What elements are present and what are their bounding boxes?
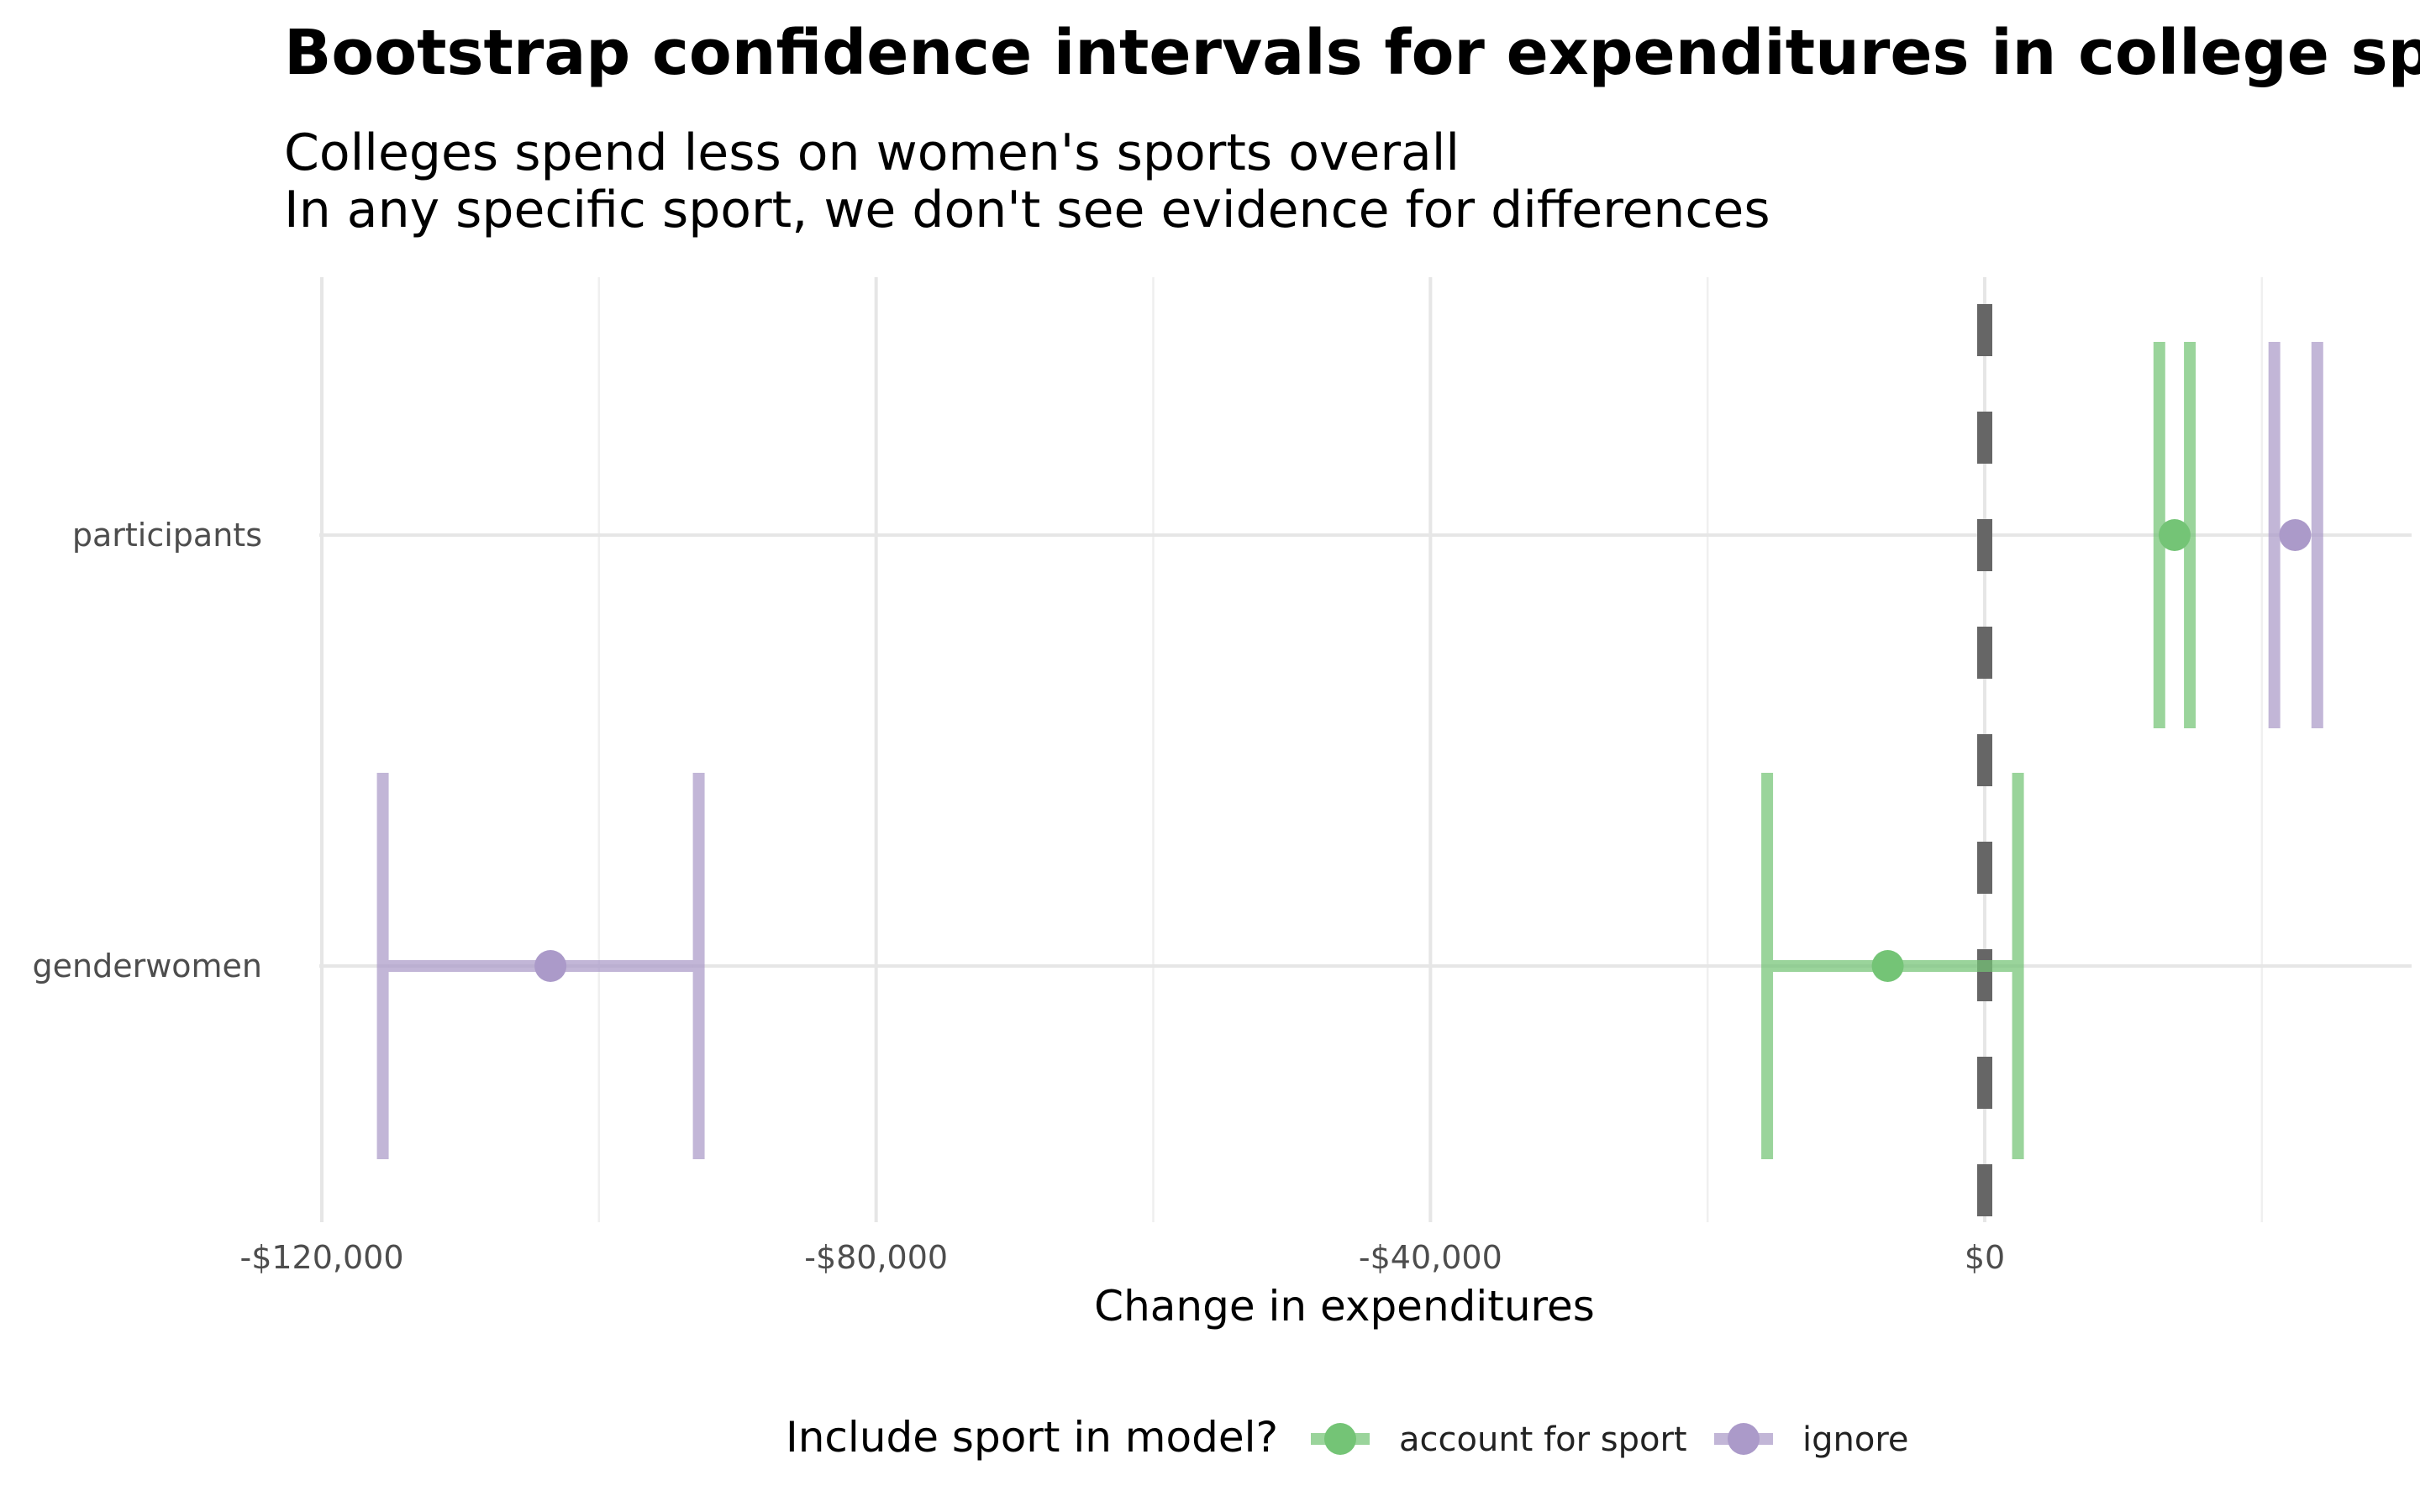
y-axis-tick-labels: participants genderwomen — [32, 517, 262, 984]
legend-key-point — [1324, 1423, 1356, 1455]
x-axis-title: Change in expenditures — [1094, 1282, 1595, 1331]
legend: Include sport in model? account for spor… — [786, 1413, 1909, 1462]
x-tick-label: $0 — [1965, 1239, 2005, 1276]
point-estimate-account-for-sport-genderwomen — [1871, 950, 1904, 982]
legend-title: Include sport in model? — [786, 1413, 1278, 1462]
y-tick-label-genderwomen: genderwomen — [32, 948, 262, 984]
point-estimate-account-for-sport-participants — [2158, 519, 2191, 551]
point-estimate-ignore-participants — [2279, 519, 2312, 551]
y-tick-label-participants: participants — [72, 517, 262, 554]
chart-subtitle-line-1: Colleges spend less on women's sports ov… — [284, 123, 1460, 182]
legend-items: account for sport ignore — [1311, 1420, 1909, 1459]
x-tick-label: -$80,000 — [804, 1239, 948, 1276]
legend-label: account for sport — [1399, 1420, 1687, 1459]
point-estimate-ignore-genderwomen — [534, 950, 567, 982]
legend-item-account-for-sport: account for sport — [1311, 1420, 1687, 1459]
error-bars — [376, 342, 2323, 1159]
chart-subtitle-line-2: In any specific sport, we don't see evid… — [284, 181, 1770, 239]
errorbar-ignore-participants — [2268, 342, 2323, 728]
x-tick-label: -$40,000 — [1359, 1239, 1502, 1276]
x-tick-label: -$120,000 — [239, 1239, 403, 1276]
legend-item-ignore: ignore — [1714, 1420, 1909, 1459]
chart-title: Bootstrap confidence intervals for expen… — [284, 17, 2420, 89]
x-axis-tick-labels: -$120,000 -$80,000 -$40,000 $0 — [239, 1239, 2005, 1276]
legend-key-point — [1728, 1423, 1760, 1455]
legend-label: ignore — [1802, 1420, 1909, 1459]
